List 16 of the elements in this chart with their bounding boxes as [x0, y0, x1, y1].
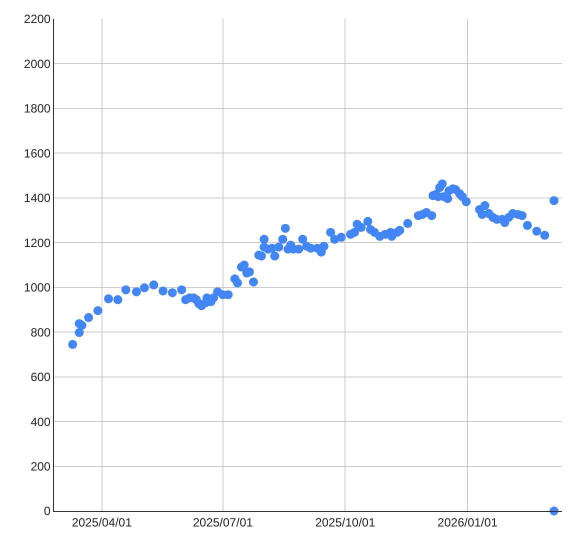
y-tick-label: 1800 [24, 102, 51, 116]
x-tick-label: 2025/10/01 [315, 515, 376, 530]
x-tick-label: 2025/07/01 [192, 515, 254, 530]
y-tick-label: 1400 [24, 191, 51, 206]
y-tick-label: 1000 [24, 280, 51, 295]
y-tick-label: 2000 [24, 56, 51, 71]
y-tick-label: 800 [30, 325, 51, 340]
y-tick-label: 1200 [24, 236, 51, 250]
y-tick-label: 200 [30, 459, 51, 474]
y-tick-label: 1600 [24, 146, 51, 160]
y-tick-label: 0 [44, 504, 51, 518]
x-tick-label: 2025/04/01 [72, 515, 132, 530]
y-tick-label: 600 [30, 370, 51, 384]
y-tick-label: 2200 [24, 12, 51, 26]
y-tick-label: 400 [30, 414, 51, 429]
x-tick-label: 2026/01/01 [438, 515, 498, 530]
